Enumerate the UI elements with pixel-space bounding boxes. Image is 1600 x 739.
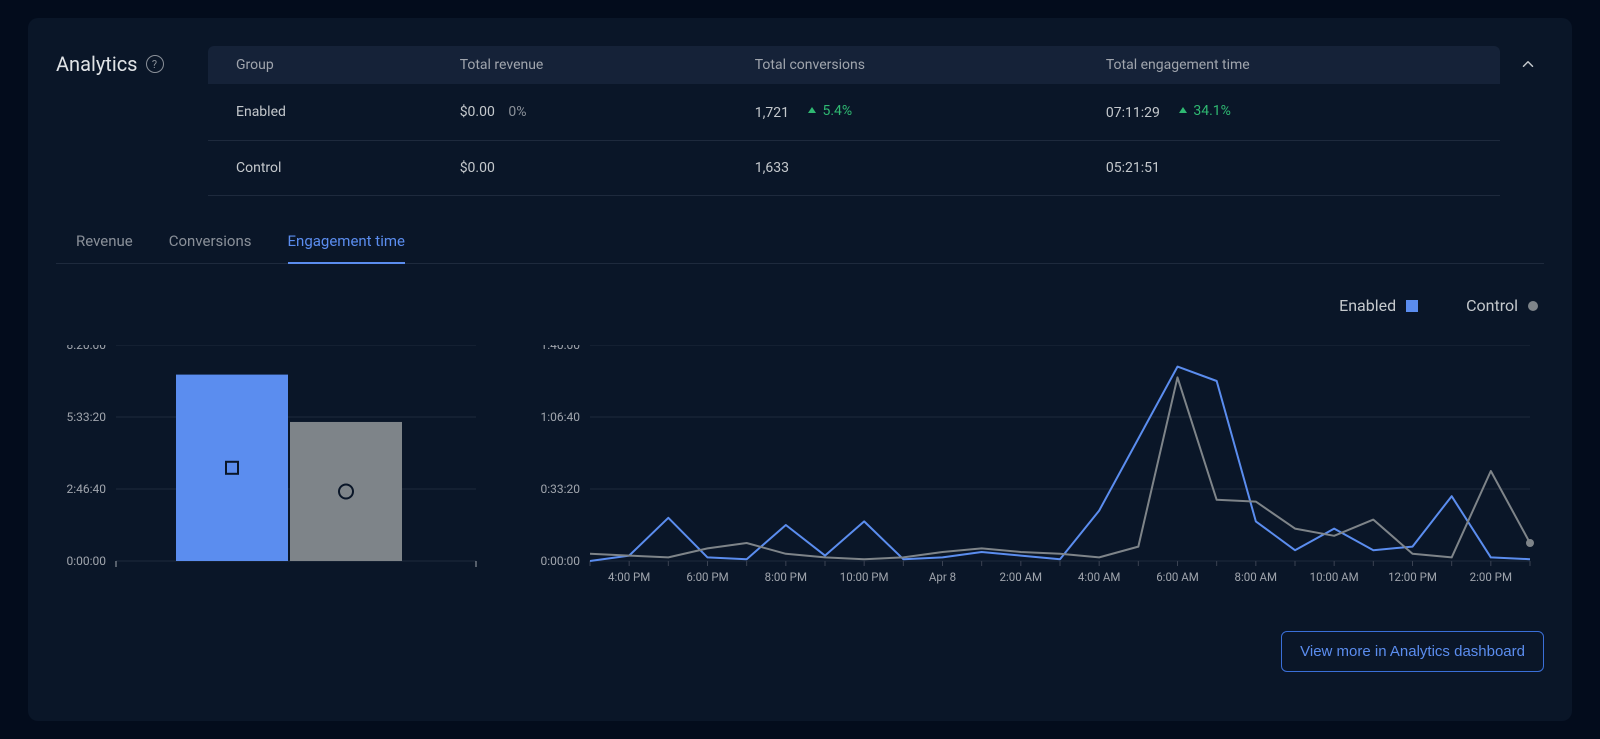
col-engagement: Total engagement time (1078, 46, 1500, 84)
svg-text:4:00 PM: 4:00 PM (608, 570, 650, 584)
svg-text:10:00 PM: 10:00 PM (840, 570, 889, 584)
collapse-button[interactable] (1512, 48, 1544, 80)
summary-table: Group Total revenue Total conversions To… (208, 46, 1500, 196)
line-chart: 1:40:00 1:06:40 0:33:20 0:00:00 4:00 PM 6:00 … (534, 345, 1544, 615)
title-block: Analytics ? (56, 46, 208, 76)
panel-title: Analytics (56, 52, 138, 76)
square-marker-icon (1406, 300, 1418, 312)
svg-text:2:46:40: 2:46:40 (66, 482, 106, 496)
svg-text:0:00:00: 0:00:00 (66, 554, 106, 568)
svg-text:8:00 PM: 8:00 PM (765, 570, 807, 584)
legend-control: Control (1466, 296, 1538, 315)
svg-text:10:00 AM: 10:00 AM (1310, 570, 1359, 584)
cell-group: Control (208, 141, 432, 196)
panel-footer: View more in Analytics dashboard (56, 631, 1544, 672)
table-header-row: Group Total revenue Total conversions To… (208, 46, 1500, 84)
svg-text:2:00 AM: 2:00 AM (1000, 570, 1043, 584)
view-more-button[interactable]: View more in Analytics dashboard (1281, 631, 1544, 672)
chevron-up-icon (1519, 55, 1537, 73)
svg-text:8:00 AM: 8:00 AM (1235, 570, 1278, 584)
cell-revenue: $0.00 (432, 141, 727, 196)
svg-text:0:33:20: 0:33:20 (540, 482, 580, 496)
col-revenue: Total revenue (432, 46, 727, 84)
tab-revenue[interactable]: Revenue (76, 220, 133, 264)
legend-enabled: Enabled (1339, 296, 1418, 315)
svg-text:6:00 PM: 6:00 PM (686, 570, 728, 584)
svg-text:5:33:20: 5:33:20 (66, 410, 106, 424)
delta-up-badge: 5.4% (806, 103, 852, 119)
charts-row: 8:20:00 5:33:20 2:46:40 0:00:00 1:40:00 1:06… (56, 345, 1544, 615)
cell-revenue: $0.00 0% (432, 84, 727, 141)
tab-engagement-time[interactable]: Engagement time (288, 220, 405, 264)
svg-text:6:00 AM: 6:00 AM (1156, 570, 1199, 584)
tab-conversions[interactable]: Conversions (169, 220, 252, 264)
chart-legend: Enabled Control (56, 296, 1544, 315)
arrow-up-icon (806, 105, 818, 117)
svg-text:1:40:00: 1:40:00 (540, 345, 580, 352)
table-row: Enabled $0.00 0% 1,721 5.4% (208, 84, 1500, 141)
svg-text:4:00 AM: 4:00 AM (1078, 570, 1121, 584)
svg-text:0:00:00: 0:00:00 (540, 554, 580, 568)
cell-engagement: 05:21:51 (1078, 141, 1500, 196)
analytics-panel: Analytics ? Group Total revenue Total co… (28, 18, 1572, 721)
svg-text:2:00 PM: 2:00 PM (1470, 570, 1512, 584)
arrow-up-icon (1177, 105, 1189, 117)
cell-conversions: 1,633 (727, 141, 1078, 196)
chart-tabs: Revenue Conversions Engagement time (56, 220, 1544, 264)
cell-engagement: 07:11:29 34.1% (1078, 84, 1500, 141)
help-icon[interactable]: ? (146, 55, 164, 73)
svg-text:12:00 PM: 12:00 PM (1388, 570, 1437, 584)
svg-text:8:20:00: 8:20:00 (66, 345, 106, 352)
cell-group: Enabled (208, 84, 432, 141)
bar-chart: 8:20:00 5:33:20 2:46:40 0:00:00 (56, 345, 486, 615)
cell-conversions: 1,721 5.4% (727, 84, 1078, 141)
circle-marker-icon (1528, 301, 1538, 311)
svg-text:Apr 8: Apr 8 (929, 570, 956, 584)
svg-text:1:06:40: 1:06:40 (540, 410, 580, 424)
table-row: Control $0.00 1,633 05:21:51 (208, 141, 1500, 196)
header-row: Analytics ? Group Total revenue Total co… (56, 46, 1544, 196)
delta-up-badge: 34.1% (1177, 103, 1231, 119)
col-conversions: Total conversions (727, 46, 1078, 84)
col-group: Group (208, 46, 432, 84)
